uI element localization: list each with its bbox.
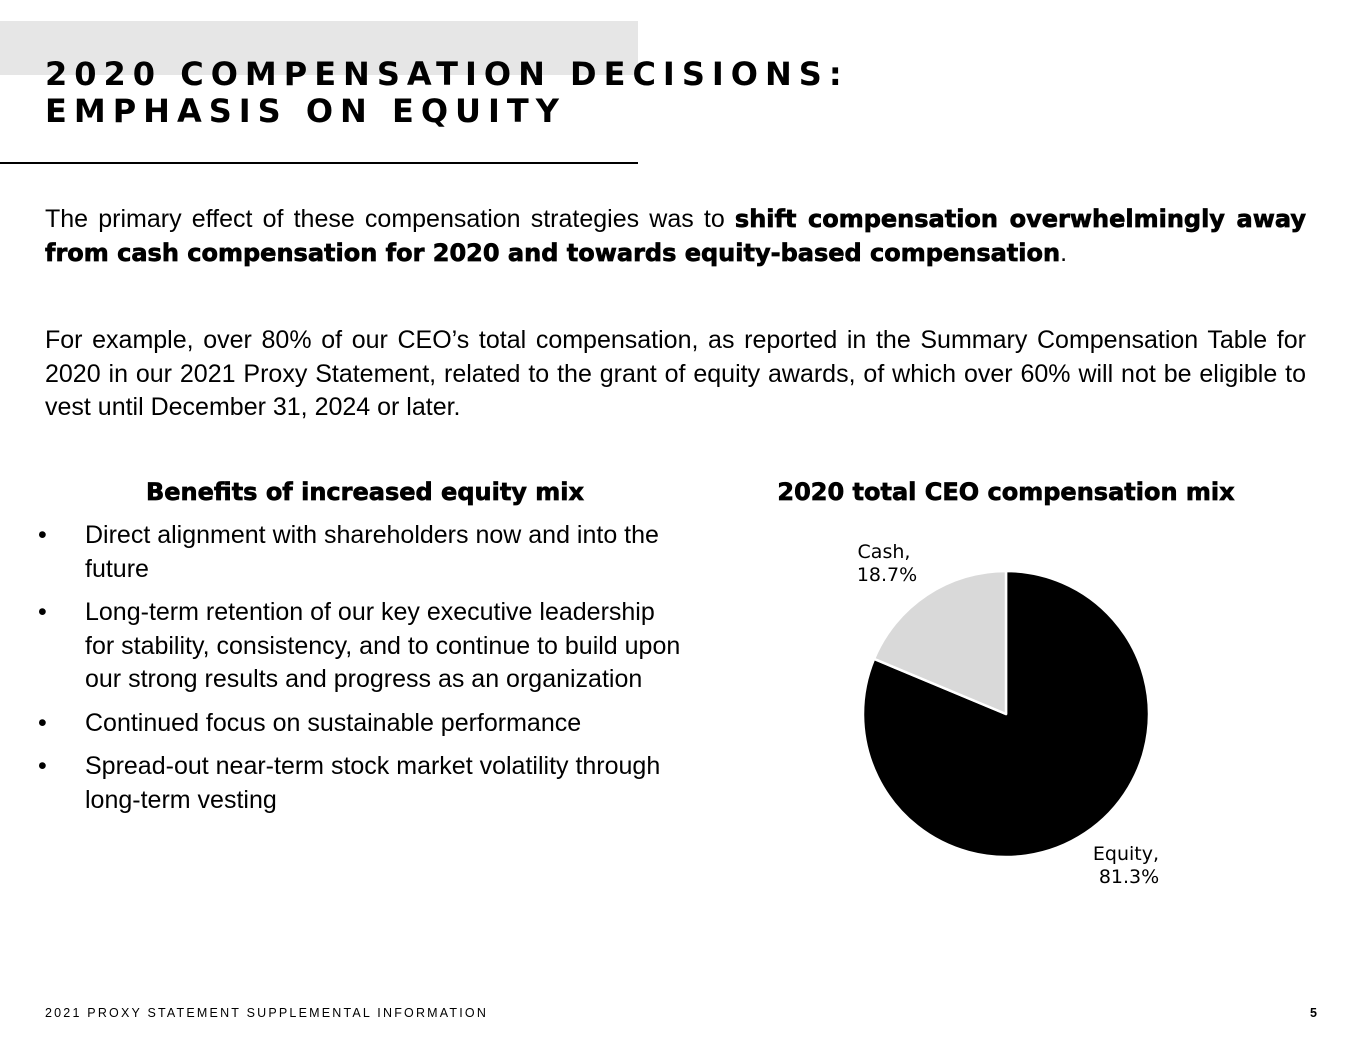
page-number: 5 [1310, 1006, 1317, 1020]
intro-paragraph-1: The primary effect of these compensation… [45, 203, 1307, 270]
benefits-heading: Benefits of increased equity mix [145, 478, 585, 507]
benefit-item: • Long-term retention of our key executi… [0, 596, 700, 697]
benefit-text: Continued focus on sustainable performan… [85, 708, 582, 737]
benefit-item: • Spread-out near-term stock market vola… [0, 750, 700, 817]
slice-label-equity: Equity, 81.3% [1093, 843, 1165, 888]
bullet-icon: • [38, 708, 47, 737]
slice-label-equity-value: 81.3% [1099, 866, 1159, 888]
benefit-text: Direct alignment with shareholders now a… [85, 521, 659, 583]
slice-label-cash: Cash, 18.7% [857, 541, 917, 586]
chart-title: 2020 total CEO compensation mix [777, 478, 1235, 507]
slice-label-equity-name: Equity, [1093, 843, 1159, 865]
pie-slice-cash [872, 569, 1008, 716]
benefit-text: Spread-out near-term stock market volati… [85, 752, 661, 814]
title-background-band [0, 21, 638, 75]
bullet-icon: • [38, 752, 47, 780]
benefit-item: • Direct alignment with shareholders now… [0, 519, 700, 586]
page-title: 2020 COMPENSATION DECISIONS: EMPHASIS ON… [45, 56, 849, 130]
bullet-icon: • [38, 598, 47, 626]
benefit-item: • Continued focus on sustainable perform… [0, 707, 700, 741]
intro-p1-end: . [1060, 238, 1068, 267]
benefit-text: Long-term retention of our key executive… [85, 598, 681, 693]
bullet-icon: • [38, 521, 47, 549]
slice-label-cash-value: 18.7% [857, 564, 917, 586]
slice-label-cash-name: Cash, [858, 541, 911, 563]
compensation-pie-chart: Cash, 18.7% Equity, 81.3% [857, 541, 1165, 888]
intro-p1-lead: The primary effect of these compensation… [45, 205, 735, 233]
page-title-line-1: 2020 COMPENSATION DECISIONS: [45, 55, 849, 93]
page-title-line-2: EMPHASIS ON EQUITY [45, 92, 566, 130]
footer-document-title: 2021 PROXY STATEMENT SUPPLEMENTAL INFORM… [45, 1006, 489, 1020]
intro-paragraph-2: For example, over 80% of our CEO’s total… [45, 326, 1306, 421]
intro-p1-emphasis: shift compensation overwhelmingly away f… [45, 205, 1307, 267]
title-divider [0, 162, 638, 164]
benefits-list: • Direct alignment with shareholders now… [0, 519, 700, 827]
